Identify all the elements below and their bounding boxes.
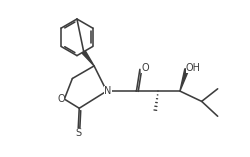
Text: N: N [104, 86, 112, 96]
Text: OH: OH [186, 62, 201, 73]
Polygon shape [180, 69, 189, 91]
Text: O: O [57, 94, 65, 104]
Text: O: O [141, 62, 149, 73]
Text: S: S [75, 128, 81, 138]
Polygon shape [82, 51, 94, 66]
